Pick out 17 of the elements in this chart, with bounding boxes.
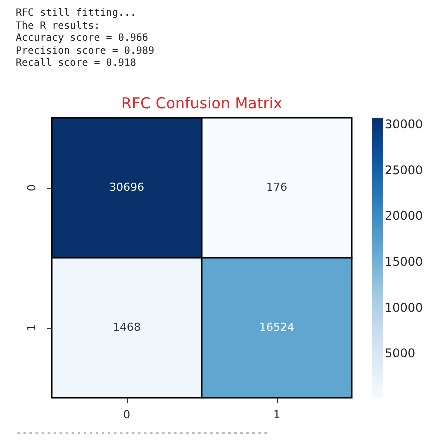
color-bar-label: 10000 — [385, 300, 424, 315]
text: The R results: — [16, 20, 100, 32]
color-bar-label: 20000 — [385, 209, 424, 224]
color-bar-label: 25000 — [385, 163, 424, 178]
data-label: 16524 — [260, 321, 294, 334]
text: ------------------------------------------ — [16, 428, 269, 439]
chart-title: RFC Confusion Matrix — [122, 94, 283, 112]
text: Precision score = 0.989 — [16, 46, 154, 57]
data-label: 176 — [266, 181, 288, 194]
data-label: 1468 — [113, 321, 141, 334]
data-label: 30696 — [110, 181, 144, 194]
text: RFC still fitting... — [16, 8, 136, 19]
color-bar-label: 15000 — [385, 255, 424, 269]
color-bar-label: 30000 — [385, 117, 424, 132]
text: Recall score = 0.918 — [16, 58, 136, 70]
color-bar-label: 5000 — [385, 346, 416, 361]
text: Accuracy score = 0.966 — [16, 33, 148, 44]
